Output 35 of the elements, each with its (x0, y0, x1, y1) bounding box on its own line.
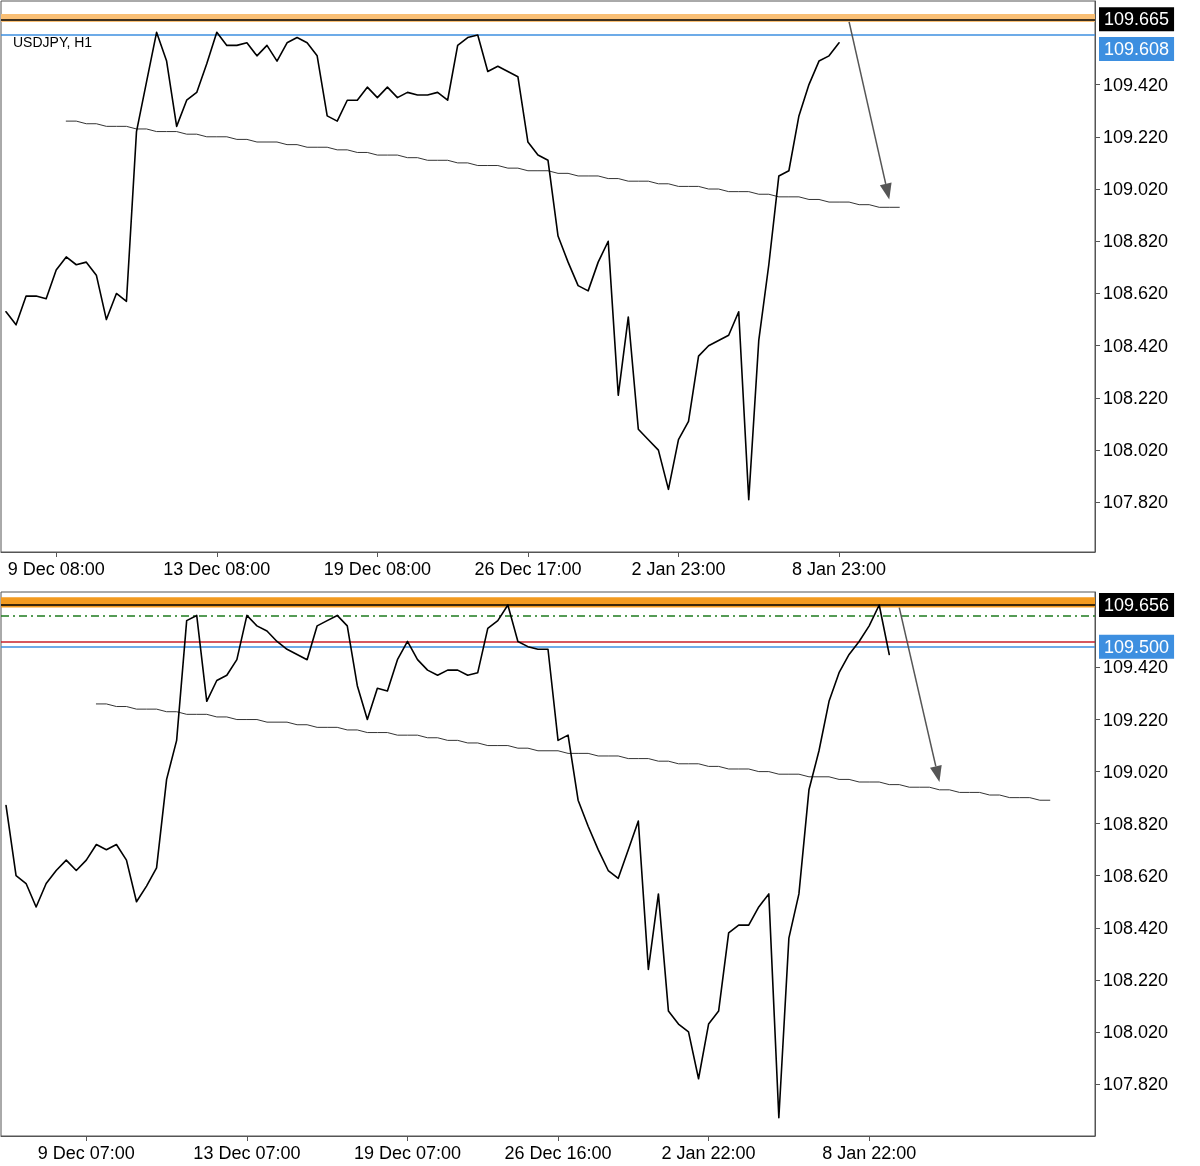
y-tick-label: 108.820 (1103, 231, 1169, 252)
y-tick-label: 107.820 (1103, 492, 1169, 513)
y-tick-label: 108.420 (1103, 917, 1169, 938)
x-tick-label: 9 Dec 07:00 (37, 1143, 135, 1163)
y-tick-label: 108.420 (1103, 335, 1169, 356)
y-tick-label: 108.220 (1103, 969, 1169, 990)
x-tick-label: 13 Dec 08:00 (163, 559, 271, 579)
y-tick-label: 109.420 (1103, 657, 1169, 678)
x-tick-label: 8 Jan 23:00 (792, 559, 887, 579)
y-tick-label: 109.220 (1103, 126, 1169, 147)
y-tick-label: 108.620 (1103, 283, 1169, 304)
y-tick-label: 108.220 (1103, 387, 1169, 408)
ref-line-label: 109.608 (1104, 38, 1170, 59)
ref-line-label: 109.500 (1104, 636, 1170, 657)
y-tick-label: 109.020 (1103, 179, 1169, 200)
x-tick-label: 19 Dec 07:00 (353, 1143, 462, 1163)
y-tick-label: 109.220 (1103, 709, 1169, 730)
y-tick-label: 107.820 (1103, 1073, 1169, 1094)
ref-line-label: 109.656 (1104, 595, 1170, 616)
y-tick-label: 109.020 (1103, 761, 1169, 782)
x-tick-label: 26 Dec 16:00 (504, 1143, 612, 1163)
x-tick-label: 9 Dec 08:00 (7, 559, 105, 579)
x-tick-label: 2 Jan 22:00 (661, 1143, 756, 1163)
y-tick-label: 108.020 (1103, 1021, 1169, 1042)
x-tick-label: 2 Jan 23:00 (631, 559, 726, 579)
x-tick-label: 13 Dec 07:00 (193, 1143, 301, 1163)
y-tick-label: 108.620 (1103, 865, 1169, 886)
y-tick-label: 108.820 (1103, 813, 1169, 834)
x-tick-label: 8 Jan 22:00 (822, 1143, 917, 1163)
x-tick-label: 19 Dec 08:00 (323, 559, 431, 579)
ref-line-label: 109.665 (1104, 9, 1170, 30)
y-tick-label: 108.020 (1103, 440, 1169, 461)
text: USDJPY, H1 (13, 34, 93, 50)
x-tick-label: 26 Dec 17:00 (474, 559, 582, 579)
y-tick-label: 109.420 (1103, 74, 1169, 95)
